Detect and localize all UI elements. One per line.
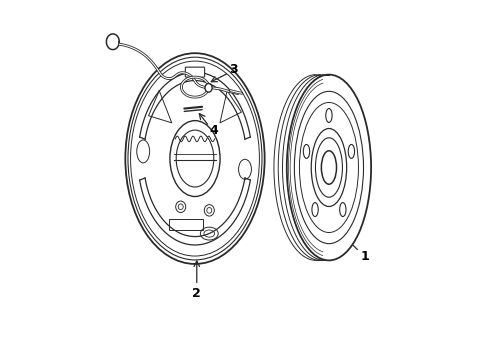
Ellipse shape [326, 108, 332, 122]
Text: 1: 1 [360, 249, 369, 262]
Text: 2: 2 [193, 287, 201, 300]
Ellipse shape [205, 84, 212, 92]
Ellipse shape [294, 91, 364, 244]
Ellipse shape [311, 129, 346, 207]
Ellipse shape [348, 144, 355, 158]
Ellipse shape [312, 203, 318, 217]
Ellipse shape [340, 203, 346, 217]
Bar [169, 219, 203, 230]
Text: 3: 3 [229, 63, 238, 76]
Ellipse shape [170, 121, 220, 197]
Ellipse shape [321, 151, 337, 184]
FancyBboxPatch shape [185, 67, 205, 77]
Text: 4: 4 [209, 124, 218, 137]
Ellipse shape [303, 144, 310, 158]
Ellipse shape [125, 53, 265, 264]
Ellipse shape [287, 75, 371, 260]
